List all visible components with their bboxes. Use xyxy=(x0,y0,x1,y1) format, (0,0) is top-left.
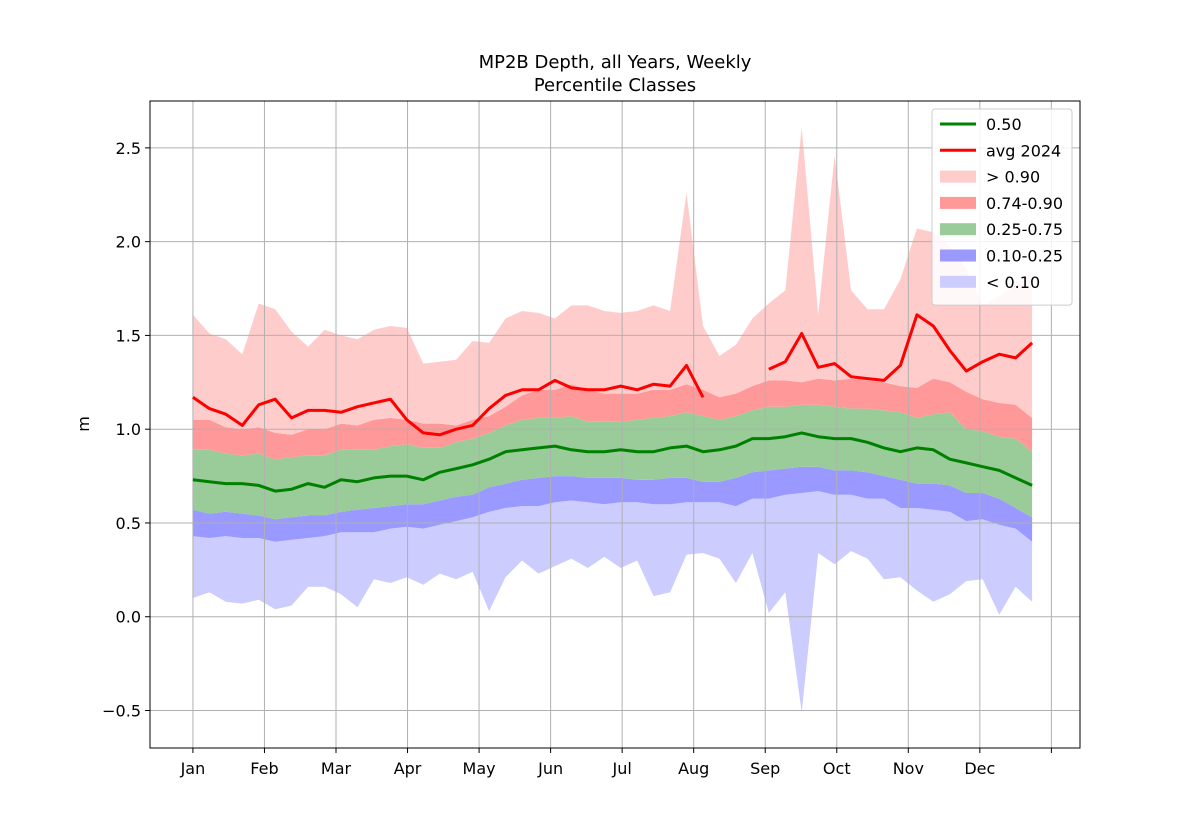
x-tick-label: Jan xyxy=(180,759,206,778)
legend-label: < 0.10 xyxy=(986,273,1040,292)
y-tick-label: 0.5 xyxy=(116,514,141,533)
legend-patch-swatch xyxy=(940,275,976,288)
y-axis-label: m xyxy=(74,416,93,432)
x-tick-label: Feb xyxy=(250,759,278,778)
legend-patch-swatch xyxy=(940,223,976,236)
y-tick-label: 1.0 xyxy=(116,420,141,439)
legend-label: 0.50 xyxy=(986,115,1022,134)
y-tick-label: 1.5 xyxy=(116,326,141,345)
y-tick-label: 2.0 xyxy=(116,233,141,252)
x-tick-label: Dec xyxy=(964,759,995,778)
legend-patch-swatch xyxy=(940,249,976,262)
chart-title: MP2B Depth, all Years, Weekly xyxy=(479,52,752,73)
percentile-bands xyxy=(192,127,1033,713)
band-74-90 xyxy=(192,378,1033,460)
x-tick-label: May xyxy=(463,759,496,778)
legend: 0.50 avg 2024 > 0.90 0.74-0.90 0.25-0.75 0.10… xyxy=(931,108,1073,306)
legend-label: 0.25-0.75 xyxy=(986,220,1063,239)
legend-label: 0.10-0.25 xyxy=(986,247,1063,266)
band-below-10 xyxy=(192,491,1033,713)
x-tick-label: Jul xyxy=(611,759,631,778)
legend-label: > 0.90 xyxy=(986,168,1040,187)
legend-patch-swatch xyxy=(940,196,976,209)
y-tick-label: 2.5 xyxy=(116,139,141,158)
x-tick-label: Apr xyxy=(394,759,422,778)
y-tick-label: −0.5 xyxy=(102,701,141,720)
legend-label: 0.74-0.90 xyxy=(986,194,1063,213)
x-tick-label: Jun xyxy=(537,759,563,778)
avg-2024-line xyxy=(192,313,1034,437)
band-25-75 xyxy=(192,404,1033,520)
median-line xyxy=(192,431,1033,493)
plot-frame xyxy=(149,100,1081,749)
x-tick-label: Mar xyxy=(321,759,352,778)
y-tick-label: 0.0 xyxy=(116,608,141,627)
grid xyxy=(150,101,1080,748)
x-tick-label: Oct xyxy=(823,759,851,778)
chart-subtitle: Percentile Classes xyxy=(534,75,696,96)
band-above-90 xyxy=(192,127,1033,435)
legend-patch-swatch xyxy=(940,170,976,183)
legend-label: avg 2024 xyxy=(986,141,1061,160)
x-tick-label: Aug xyxy=(678,759,709,778)
x-tick-label: Nov xyxy=(893,759,924,778)
series-lines xyxy=(192,313,1034,493)
axes: Jan Feb Mar Apr May Jun Jul Aug Sep Oct Nov Dec −0.5… xyxy=(102,100,1081,778)
x-tick-label: Sep xyxy=(750,759,780,778)
